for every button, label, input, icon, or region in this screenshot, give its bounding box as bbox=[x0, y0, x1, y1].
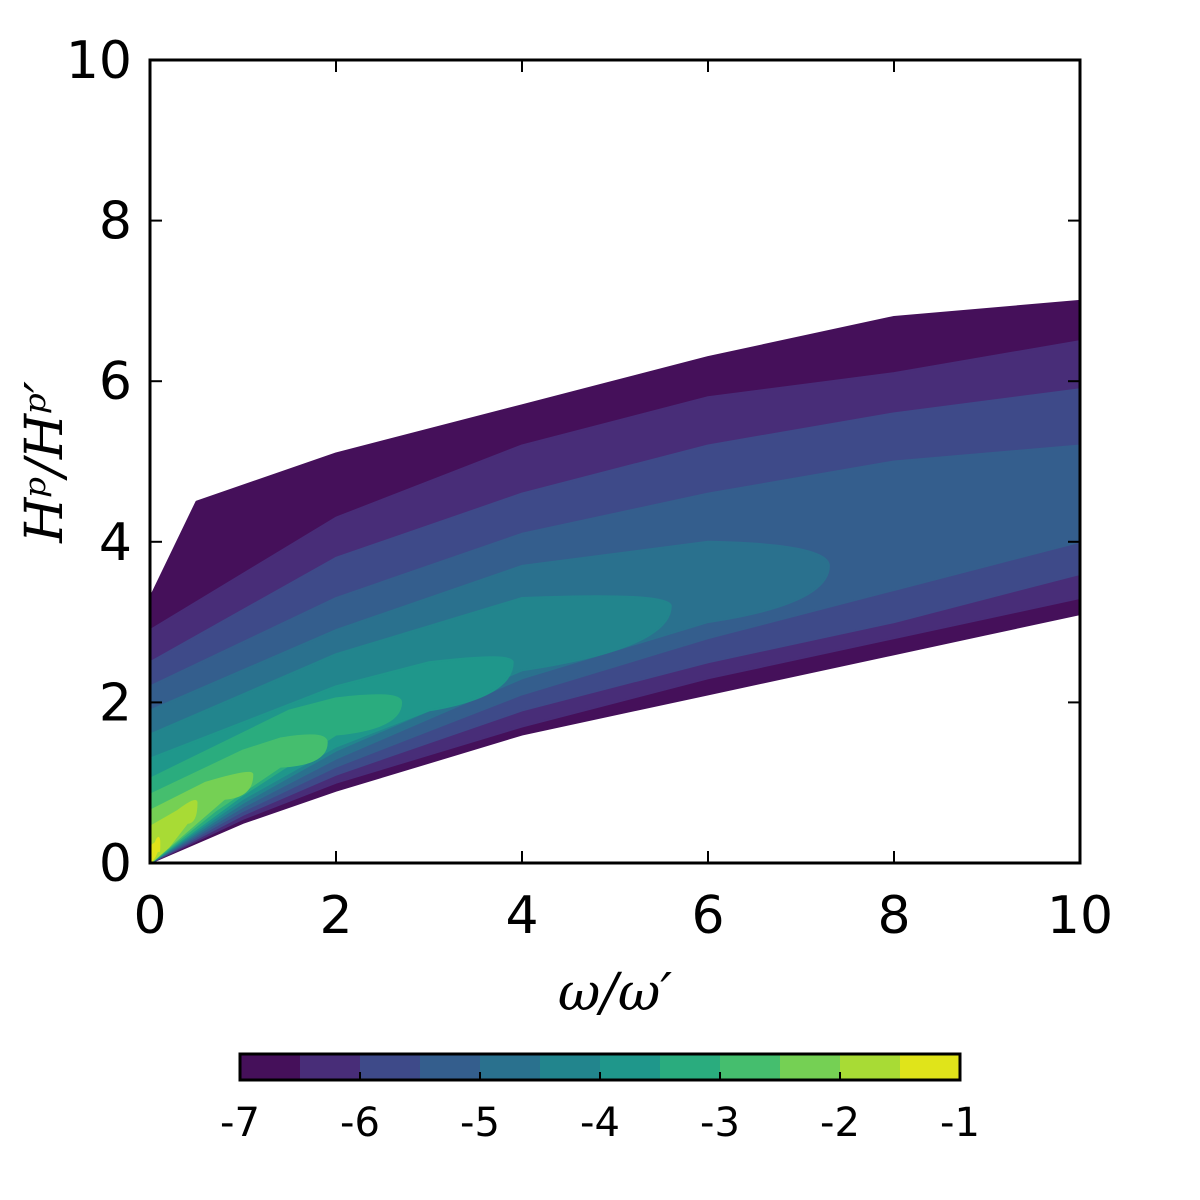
colorbar-segment bbox=[300, 1054, 361, 1080]
colorbar-tick-labels: -7 -6 -5 -4 -3 -2 -1 bbox=[220, 1100, 980, 1146]
colorbar-tick-label: -3 bbox=[700, 1100, 740, 1146]
colorbar-segment bbox=[660, 1054, 721, 1080]
contour-region bbox=[150, 800, 198, 863]
y-tick-label: 4 bbox=[99, 513, 132, 573]
x-tick-label: 0 bbox=[133, 886, 166, 946]
colorbar-segment bbox=[420, 1054, 481, 1080]
colorbar-segment bbox=[480, 1054, 541, 1080]
colorbar-tick-label: -4 bbox=[580, 1100, 620, 1146]
y-axis-label: Hᵖ/Hᵖ′ bbox=[15, 381, 75, 544]
y-tick-label: 0 bbox=[99, 834, 132, 894]
colorbar bbox=[239, 1054, 961, 1080]
x-axis-label: ω/ω′ bbox=[558, 963, 672, 1023]
x-tick-label: 4 bbox=[505, 886, 538, 946]
contour-region bbox=[150, 444, 1080, 863]
colorbar-segment bbox=[840, 1054, 901, 1080]
x-tick-label: 6 bbox=[691, 886, 724, 946]
colorbar-segment bbox=[900, 1054, 961, 1080]
y-tick-label: 10 bbox=[66, 31, 132, 91]
colorbar-tick-label: -6 bbox=[340, 1100, 380, 1146]
colorbar-segment bbox=[360, 1054, 421, 1080]
colorbar-segment bbox=[780, 1054, 841, 1080]
colorbar-segment bbox=[540, 1054, 601, 1080]
colorbar-tick-label: -2 bbox=[820, 1100, 860, 1146]
colorbar-tick-label: -1 bbox=[940, 1100, 980, 1146]
contour-region bbox=[150, 595, 672, 863]
contour-region bbox=[150, 656, 514, 863]
contour-regions bbox=[150, 299, 1080, 863]
colorbar-frame bbox=[238, 1052, 962, 1082]
plot-frame bbox=[148, 58, 1082, 865]
colorbar-segment bbox=[240, 1054, 301, 1080]
y-tick-label: 6 bbox=[99, 352, 132, 412]
colorbar-segment bbox=[600, 1054, 661, 1080]
axis-ticks bbox=[149, 59, 1081, 864]
y-tick-label: 2 bbox=[99, 673, 132, 733]
x-tick-label: 10 bbox=[1047, 886, 1113, 946]
colorbar-tick-label: -7 bbox=[220, 1100, 260, 1146]
contour-region bbox=[150, 771, 254, 863]
y-tick-label: 8 bbox=[99, 192, 132, 252]
x-tick-label: 2 bbox=[319, 886, 352, 946]
axis-tick-labels: 0 2 4 6 8 10 0 2 4 6 8 10 bbox=[66, 31, 1113, 946]
colorbar-tick-label: -5 bbox=[460, 1100, 500, 1146]
colorbar-segment bbox=[720, 1054, 781, 1080]
x-tick-label: 8 bbox=[877, 886, 910, 946]
contour-region bbox=[150, 836, 161, 863]
